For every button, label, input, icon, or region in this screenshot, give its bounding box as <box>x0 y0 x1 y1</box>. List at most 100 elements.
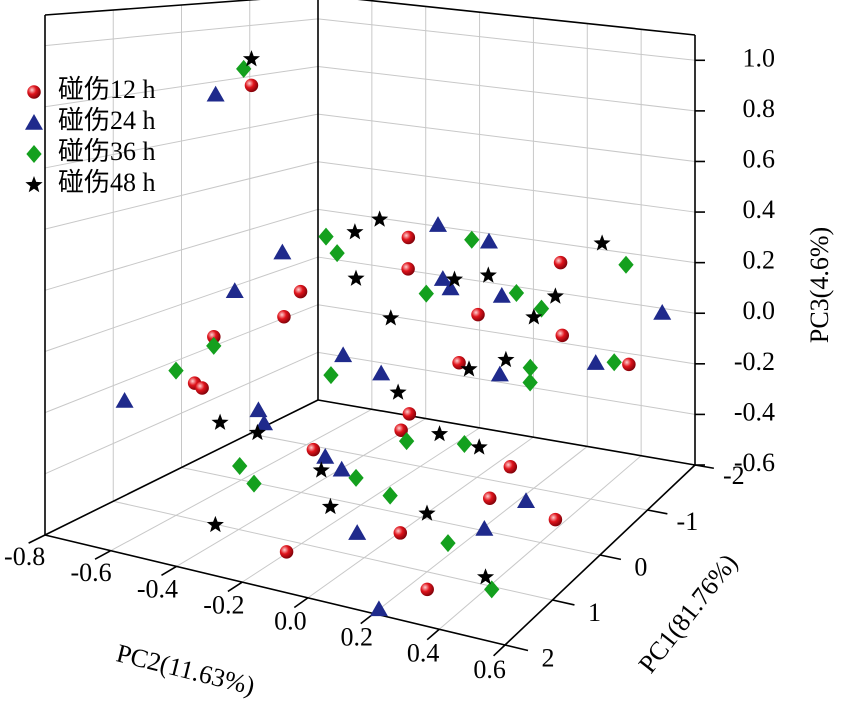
point <box>553 255 568 270</box>
point <box>195 381 209 395</box>
tick-mark <box>426 628 440 641</box>
legend-marker <box>27 85 41 99</box>
box-edge <box>44 0 261 16</box>
tick-mark <box>293 597 309 609</box>
point <box>429 216 448 232</box>
grid-line <box>317 113 696 162</box>
z-tick-label: 0.6 <box>743 144 776 173</box>
point <box>497 350 515 368</box>
tick-mark <box>28 534 46 544</box>
point <box>460 360 478 377</box>
point <box>533 299 550 318</box>
y-tick-label: -0.6 <box>70 558 111 587</box>
tick-mark <box>504 644 529 652</box>
point <box>484 580 500 599</box>
point <box>503 460 518 474</box>
point <box>242 50 260 67</box>
y-tick-label: 0.6 <box>473 655 506 684</box>
grid-line <box>44 18 319 47</box>
point <box>593 234 611 251</box>
point <box>372 364 391 381</box>
y-tick-label: 0.0 <box>274 606 307 635</box>
point <box>452 355 466 370</box>
point <box>402 407 417 421</box>
point <box>277 310 291 324</box>
grid-line <box>44 65 319 108</box>
point <box>479 266 497 283</box>
point <box>306 442 321 457</box>
grid-line <box>44 113 319 169</box>
point <box>546 287 564 304</box>
point <box>206 336 222 355</box>
point <box>470 438 488 455</box>
point <box>398 432 415 451</box>
y-tick-label: -0.4 <box>137 574 178 603</box>
point <box>255 414 274 431</box>
grid-line <box>44 256 319 352</box>
point <box>401 230 416 245</box>
point <box>168 361 184 380</box>
point <box>206 515 224 533</box>
point <box>279 545 294 559</box>
grid-line <box>317 351 696 415</box>
grid-line <box>317 18 696 61</box>
point <box>393 526 408 540</box>
grid-line <box>113 500 553 601</box>
point <box>348 468 364 487</box>
point <box>522 373 538 392</box>
point <box>206 85 225 102</box>
legend-label: 碰伤36 h <box>58 137 156 166</box>
z-tick-label: 1.0 <box>743 43 776 72</box>
point <box>479 232 498 249</box>
point <box>347 269 365 286</box>
point <box>477 568 495 585</box>
x-axis-title: PC1(81.76%) <box>633 548 743 678</box>
grid-line <box>317 65 696 112</box>
legend-marker <box>25 176 43 193</box>
grid-line <box>317 161 696 213</box>
point <box>382 309 400 326</box>
point <box>618 255 634 274</box>
x-tick-label: 1 <box>588 598 601 627</box>
grid-line <box>44 351 319 475</box>
point <box>471 307 485 322</box>
grid-line <box>44 208 319 291</box>
point <box>371 210 389 227</box>
tick-mark <box>161 565 177 576</box>
point <box>207 330 221 344</box>
point <box>348 524 367 540</box>
legend-marker <box>26 145 42 163</box>
point <box>441 279 460 296</box>
y-tick-label: 0.2 <box>340 623 373 652</box>
point <box>440 534 456 553</box>
x-tick-label: -1 <box>677 507 699 536</box>
z-tick-label: 0.8 <box>743 94 776 123</box>
point <box>483 491 497 506</box>
y-tick-label: 0.4 <box>407 639 440 668</box>
point <box>433 270 452 286</box>
legend-item: 碰伤36 h <box>58 137 156 166</box>
point <box>334 346 353 363</box>
point <box>456 434 473 453</box>
point <box>418 284 434 303</box>
point <box>318 227 334 246</box>
point <box>508 284 525 303</box>
z-tick-label: -0.4 <box>734 397 775 426</box>
point <box>445 270 463 287</box>
tick-mark <box>552 599 575 606</box>
z-tick-label: 0.2 <box>743 246 776 275</box>
point <box>586 354 605 370</box>
point <box>525 308 543 325</box>
grid-line <box>317 256 696 314</box>
tick-mark <box>647 509 668 515</box>
point <box>316 448 335 464</box>
point <box>273 243 292 260</box>
legend-label: 碰伤24 h <box>58 106 156 135</box>
point <box>323 366 339 385</box>
tick-mark <box>493 644 506 657</box>
point <box>401 262 415 276</box>
box-edge <box>357 0 696 36</box>
point <box>522 358 538 377</box>
legend-item: 碰伤12 h <box>58 75 156 104</box>
